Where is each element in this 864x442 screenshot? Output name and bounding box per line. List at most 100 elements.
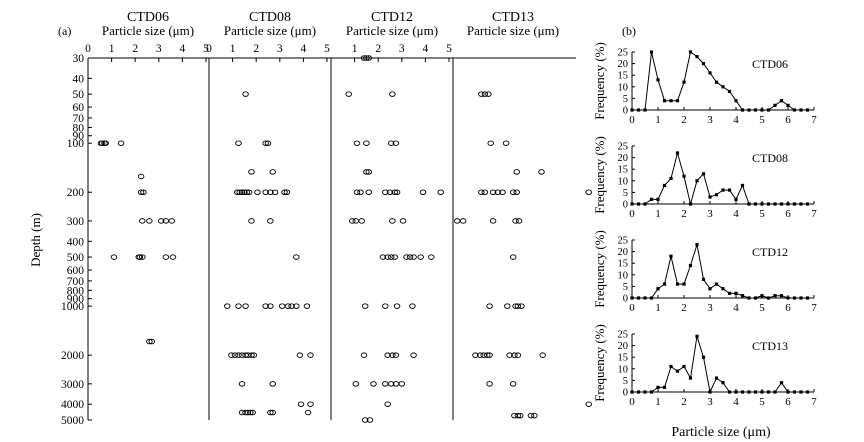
scatter-point-ctd12 xyxy=(410,254,417,260)
scatter-point-ctd08 xyxy=(262,189,269,195)
frequency-point xyxy=(669,99,673,103)
frequency-point xyxy=(682,174,686,178)
scatter-point-ctd13 xyxy=(512,218,519,224)
scatter-point-ctd08 xyxy=(245,189,253,195)
scatter-point-ctd13 xyxy=(527,412,535,419)
depth-tick-label: 500 xyxy=(67,252,85,264)
frequency-x-tick-label: 2 xyxy=(681,302,687,314)
scatter-point-ctd12 xyxy=(389,352,396,358)
scatter-point-ctd12 xyxy=(387,140,395,146)
size-tick-label: 1 xyxy=(109,43,115,55)
scatter-point-ctd12 xyxy=(459,218,467,224)
scatter-point-ctd13 xyxy=(517,412,524,419)
scatter-point-ctd12 xyxy=(370,381,377,387)
frequency-point xyxy=(695,243,699,247)
frequency-point xyxy=(701,172,706,176)
frequency-y-tick-label: 10 xyxy=(618,364,629,375)
scatter-point-ctd13 xyxy=(539,352,546,358)
scatter-point-ctd08 xyxy=(235,352,242,358)
scatter-point-ctd13 xyxy=(494,189,502,195)
scatter-point-ctd12 xyxy=(399,218,407,224)
size-tick-label: 2 xyxy=(132,43,138,55)
scatter-point-ctd08 xyxy=(248,169,255,175)
frequency-point xyxy=(786,390,790,394)
scatter-point-ctd06 xyxy=(162,254,170,260)
depth-tick-label: 4000 xyxy=(61,399,84,411)
frequency-point xyxy=(760,390,764,394)
scatter-point-ctd12 xyxy=(348,218,356,224)
frequency-y-tick-label: 0 xyxy=(623,388,628,399)
frequency-point xyxy=(753,108,758,112)
frequency-point xyxy=(714,282,719,286)
frequency-point xyxy=(760,202,764,206)
frequency-point xyxy=(688,376,693,380)
frequency-point xyxy=(773,103,777,107)
frequency-y-tick-label: 5 xyxy=(623,376,628,387)
frequency-line xyxy=(632,51,808,111)
scatter-point-ctd08 xyxy=(293,254,300,260)
scatter-point-ctd12 xyxy=(360,55,368,61)
frequency-point xyxy=(714,80,719,84)
size-tick-label: 1 xyxy=(352,43,358,55)
scatter-point-ctd12 xyxy=(363,140,370,146)
scatter-point-ctd12 xyxy=(360,352,368,358)
scatter-point-ctd13 xyxy=(472,352,479,358)
frequency-point xyxy=(773,294,777,298)
depth-tick-label: 5000 xyxy=(61,415,84,427)
frequency-point xyxy=(636,202,641,206)
scatter-point-ctd12 xyxy=(409,303,416,309)
frequency-xlabel: Particle size (μm) xyxy=(671,425,771,440)
size-tick-label: 0 xyxy=(85,43,91,55)
scatter-point-ctd12 xyxy=(352,218,360,224)
scatter-point-ctd13 xyxy=(478,189,485,195)
size-ticks: 0 1 2 3 4 50 1 2 3 4 5 1 2 3 4 5 xyxy=(85,43,452,62)
frequency-point xyxy=(779,294,784,298)
size-tick-label: 3 xyxy=(277,43,283,55)
scatter-point-ctd12 xyxy=(389,218,396,224)
scatter-point-ctd08 xyxy=(269,409,276,416)
depth-tick-label: 40 xyxy=(73,73,85,85)
scatter-point-ctd13 xyxy=(481,189,489,195)
size-tick-label: 3 xyxy=(156,43,162,55)
scatter-point-ctd12 xyxy=(365,169,373,175)
frequency-point xyxy=(792,296,797,300)
scatter-point-ctd08 xyxy=(303,303,311,309)
scatter-point-ctd12 xyxy=(387,381,395,387)
scatter-point-ctd13 xyxy=(531,412,538,419)
frequency-point xyxy=(643,202,647,206)
panel-b-label: (b) xyxy=(622,24,636,38)
scatter-point-ctd06 xyxy=(139,218,146,224)
scatter-point-ctd08 xyxy=(297,401,305,407)
scatter-point-ctd06 xyxy=(223,303,231,309)
frequency-point xyxy=(675,282,680,286)
frequency-x-tick-label: 2 xyxy=(681,114,687,126)
frequency-x-tick-label: 0 xyxy=(629,396,635,408)
scatter-point-ctd12 xyxy=(363,169,370,175)
scatter-point-ctd12 xyxy=(357,189,364,195)
size-tick-label: 5 xyxy=(324,43,330,55)
frequency-point xyxy=(740,183,745,188)
frequency-x-tick-label: 0 xyxy=(629,208,635,220)
frequency-y-tick-label: 25 xyxy=(618,236,629,247)
frequency-y-tick-label: 10 xyxy=(618,270,629,281)
frequency-x-tick-label: 4 xyxy=(733,396,739,408)
scatter-point-ctd12 xyxy=(437,189,444,195)
frequency-y-tick-label: 10 xyxy=(618,82,629,93)
frequency-point xyxy=(636,108,641,112)
frequency-point xyxy=(649,390,654,394)
scatter-point-ctd08 xyxy=(267,189,274,195)
frequency-point xyxy=(656,287,660,291)
frequency-point xyxy=(727,390,732,394)
scatter-point-ctd13 xyxy=(515,218,523,224)
scatter-point-ctd12 xyxy=(353,189,361,195)
frequency-point xyxy=(662,99,667,103)
frequency-point xyxy=(727,89,732,94)
frequency-x-tick-label: 1 xyxy=(655,114,661,126)
scatter-point-ctd08 xyxy=(293,303,300,309)
frequency-x-tick-label: 5 xyxy=(759,396,765,408)
frequency-y-tick-label: 10 xyxy=(618,176,629,187)
scatter-point-ctd08 xyxy=(269,381,276,387)
scatter-point-ctd08 xyxy=(228,352,235,358)
